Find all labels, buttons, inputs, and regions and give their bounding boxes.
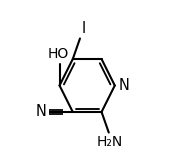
- Text: HO: HO: [47, 47, 69, 61]
- Text: N: N: [36, 104, 47, 119]
- Text: N: N: [119, 78, 130, 93]
- Text: H₂N: H₂N: [96, 135, 123, 149]
- Text: I: I: [82, 21, 86, 36]
